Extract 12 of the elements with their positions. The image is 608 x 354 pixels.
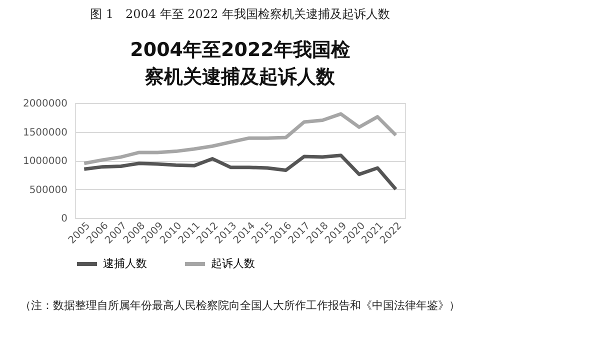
chart-subtitle: 2004年至2022年我国检察机关逮捕及起诉人数 [130,39,351,88]
y-tick-label: 1000000 [22,156,68,167]
y-tick-label: 2000000 [22,98,68,110]
line-series [82,112,398,166]
legend-label: 起诉人数 [211,257,255,270]
line-series [82,154,398,191]
y-tick-label: 1500000 [22,127,68,138]
text: （注：数据整理自所属年份最高人民检察院向全国人大所作工作报告和《中国法律年鉴》） [20,299,460,312]
legend-label: 逮捕人数 [103,257,147,270]
chart-title: 图 1 2004 年至 2022 年我国检察机关逮捕及起诉人数 [90,7,390,21]
y-tick-label: 0 [61,214,68,224]
y-tick-label: 500000 [29,184,68,196]
